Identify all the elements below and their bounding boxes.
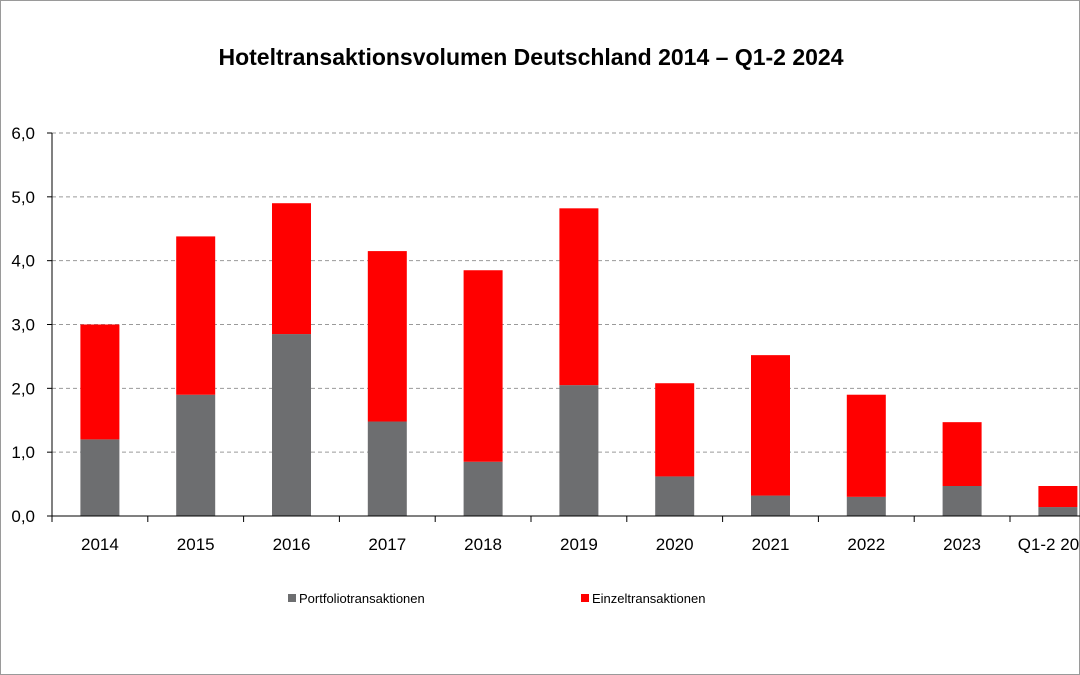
- bar-portfolio: [176, 394, 216, 516]
- y-tick-label: 1,0: [11, 443, 35, 462]
- legend-swatch: [581, 594, 589, 602]
- y-tick-label: 0,0: [11, 507, 35, 526]
- x-tick-label: 2018: [464, 535, 502, 554]
- x-tick-label: 2015: [177, 535, 215, 554]
- y-tick-label: 3,0: [11, 316, 35, 335]
- legend-label: Einzeltransaktionen: [592, 591, 705, 606]
- y-tick-label: 6,0: [11, 124, 35, 143]
- x-axis: 2014 2015 2016 2017 2018 2019 2020 2021 2022 2023…: [51, 515, 1080, 554]
- x-tick-label: 2021: [752, 535, 790, 554]
- bar-portfolio: [272, 334, 311, 516]
- y-axis: 0,0 1,0 2,0 3,0 4,0 5,0 6,0: [11, 124, 53, 526]
- x-tick-label: 2023: [943, 535, 981, 554]
- y-tick-label: 5,0: [11, 188, 35, 207]
- legend-label: Portfoliotransaktionen: [299, 591, 425, 606]
- x-tick-label: 2014: [81, 535, 119, 554]
- bar-einzel: [463, 270, 503, 462]
- y-tick-label: 2,0: [11, 379, 35, 398]
- bars: [80, 203, 1078, 516]
- chart-title: Hoteltransaktionsvolumen Deutschland 201…: [218, 44, 843, 70]
- bar-portfolio: [463, 461, 503, 516]
- bar-einzel: [751, 355, 790, 496]
- x-tick-label: 2019: [560, 535, 598, 554]
- x-tick-label: Q1-2 2024: [1018, 535, 1080, 554]
- legend: Portfoliotransaktionen Einzeltransaktione…: [288, 591, 705, 606]
- legend-swatch: [288, 594, 296, 602]
- bar-einzel: [176, 236, 216, 395]
- x-tick-label: 2016: [273, 535, 311, 554]
- bar-einzel: [80, 324, 120, 440]
- x-tick-label: 2017: [368, 535, 406, 554]
- bar-portfolio: [80, 439, 120, 516]
- bar-einzel: [1038, 485, 1078, 508]
- bar-portfolio: [367, 421, 407, 516]
- x-tick-label: 2022: [847, 535, 885, 554]
- bar-einzel: [559, 208, 599, 386]
- bar-portfolio: [751, 495, 790, 516]
- bar-einzel: [942, 422, 982, 486]
- y-tick-label: 4,0: [11, 252, 35, 271]
- bar-einzel: [367, 251, 407, 422]
- bar-portfolio: [559, 385, 599, 516]
- bar-portfolio: [655, 476, 695, 516]
- bar-portfolio: [846, 496, 886, 516]
- bar-portfolio: [1038, 507, 1078, 516]
- bar-einzel: [655, 383, 695, 477]
- gridlines: [52, 132, 1080, 453]
- bar-einzel: [272, 203, 311, 335]
- x-tick-label: 2020: [656, 535, 694, 554]
- bar-einzel: [846, 394, 886, 497]
- bar-portfolio: [942, 485, 982, 516]
